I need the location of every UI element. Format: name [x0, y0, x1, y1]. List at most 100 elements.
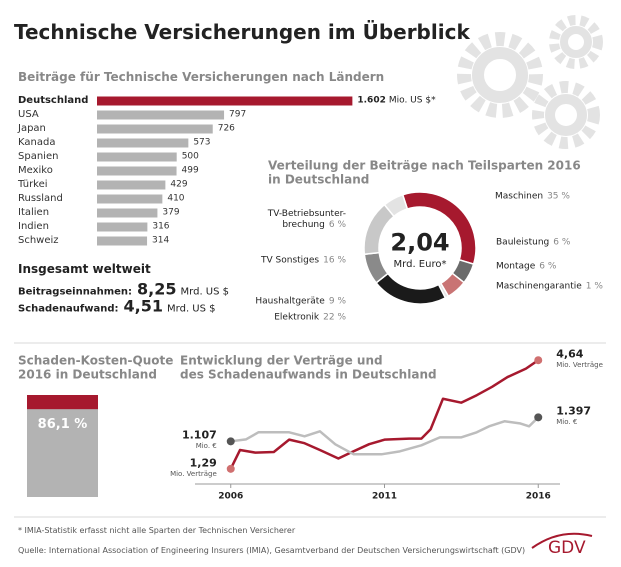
logo: GDV [548, 538, 586, 558]
value-label: 314 [152, 235, 170, 246]
gear [560, 26, 592, 58]
slice-label: TV-Betriebsunter- brechung 6 % [268, 209, 346, 231]
bar [97, 166, 177, 176]
slice-name: TV-Betriebsunter- brechung [267, 209, 346, 230]
unit-label: Mio. € [195, 442, 217, 451]
gear [545, 94, 587, 136]
category-label: Kanada [18, 137, 56, 148]
slice-value: 16 % [323, 255, 346, 266]
slice-label: Maschinen 35 % [495, 192, 570, 203]
slice-value: 1 % [585, 281, 603, 292]
value-label: 1.602 Mio. US $* [357, 96, 435, 107]
slice-name: Maschinengarantie [496, 281, 582, 292]
category-label: Türkei [18, 179, 48, 190]
slice-value: 6 % [328, 220, 346, 230]
unit-label: Mio. Verträge [556, 360, 603, 369]
slice-label: Haushaltgeräte 9 % [255, 297, 346, 308]
donut-slice [383, 193, 409, 218]
bar [97, 208, 158, 218]
value-label: 429 [170, 179, 188, 190]
center-value: 2,04 [390, 228, 450, 257]
slice-label: Montage 6 % [496, 262, 556, 273]
unit-label: Mio. € [556, 418, 578, 427]
totals-value: 8,25 [137, 279, 177, 299]
marker [534, 356, 543, 365]
value-label: 86,1 % [37, 417, 88, 433]
totals-label: Beitragseinnahmen: [18, 286, 133, 298]
value-label: 726 [218, 124, 235, 135]
value-label: 316 [152, 222, 169, 233]
totals-unit: Mrd. US $ [180, 286, 230, 298]
slice-name: Elektronik [274, 312, 320, 323]
category-label: Italien [18, 207, 50, 218]
value-label: 726 [217, 123, 235, 134]
slice-label: Maschinengarantie 1 % [496, 282, 603, 293]
totals-row: Beitragseinnahmen: 8,25 Mrd. US $ [18, 279, 229, 298]
category-label: Spanien [18, 151, 59, 162]
bar [97, 138, 189, 148]
marker [534, 413, 543, 422]
value-label: 4,64 [556, 347, 584, 361]
value-label: 499 [181, 165, 199, 176]
chart-title: Beiträge für Technische Versicherungen n… [18, 69, 385, 84]
footnote: * IMIA-Statistik erfasst nicht alle Spar… [18, 526, 296, 535]
slice-label: Elektronik 22 % [274, 313, 346, 324]
bar [27, 409, 98, 497]
value-label: 410 [167, 194, 184, 205]
slice-name: Haushaltgeräte [255, 296, 325, 307]
value-label: 429 [170, 180, 187, 191]
value-label: 499 [182, 166, 199, 177]
page-title: Technische Versicherungen im Überblick [14, 20, 470, 44]
category-label: Indien [18, 221, 49, 232]
bar [97, 222, 148, 232]
value-label: 500 [181, 151, 199, 162]
marker [226, 437, 235, 446]
slice-value: 22 % [323, 312, 346, 323]
bar [97, 236, 148, 246]
totals-title: Insgesamt weltweit [18, 261, 151, 276]
value-label: 1.107 [181, 428, 217, 442]
category-label: Mexiko [18, 165, 53, 176]
line [230, 416, 540, 456]
x-tick-label: 2006 [218, 491, 244, 502]
gear [457, 32, 543, 118]
slice-name: Bauleistung [496, 237, 550, 248]
bar [97, 180, 166, 190]
category-label: Japan [18, 123, 46, 134]
category-label: Russland [18, 193, 63, 204]
chart-title: Entwicklung der Verträge und des Schaden… [180, 353, 437, 382]
gear [549, 15, 603, 69]
value-label: 1.397 [556, 404, 592, 418]
gear [532, 81, 600, 149]
slice-value: 9 % [328, 296, 346, 307]
value-label: 797 [229, 109, 247, 120]
unit-label: Mio. Verträge [170, 469, 217, 478]
totals-row: Schadenaufwand: 4,51 Mrd. US $ [18, 296, 216, 315]
slice-value: 6 % [553, 237, 571, 248]
value-label: 573 [193, 137, 211, 148]
slice-value: 35 % [547, 191, 570, 202]
chart-title: Verteilung der Beiträge nach Teilsparten… [268, 158, 581, 187]
totals-unit: Mrd. US $ [167, 303, 216, 315]
bar [97, 194, 163, 204]
x-tick-label: 2011 [371, 491, 398, 502]
source: Quelle: International Association of Eng… [18, 546, 526, 555]
bar [97, 152, 177, 162]
category-label: USA [18, 109, 39, 120]
bar [97, 110, 225, 120]
center-unit: Mrd. Euro* [393, 259, 447, 270]
line [229, 359, 539, 470]
value-label: 1,29 [189, 456, 217, 470]
x-tick-label: 2016 [525, 491, 551, 502]
totals-label: Schadenaufwand: [18, 303, 119, 315]
totals-value: 4,51 [123, 296, 164, 316]
value-label: 1.602 [357, 95, 386, 106]
donut-slice [375, 272, 447, 305]
value-label: 410 [167, 193, 185, 204]
value-label: 797 [229, 110, 246, 121]
slice-label: Bauleistung 6 % [496, 238, 570, 249]
gear [472, 47, 528, 103]
unit-label: Mio. US $* [388, 95, 436, 106]
